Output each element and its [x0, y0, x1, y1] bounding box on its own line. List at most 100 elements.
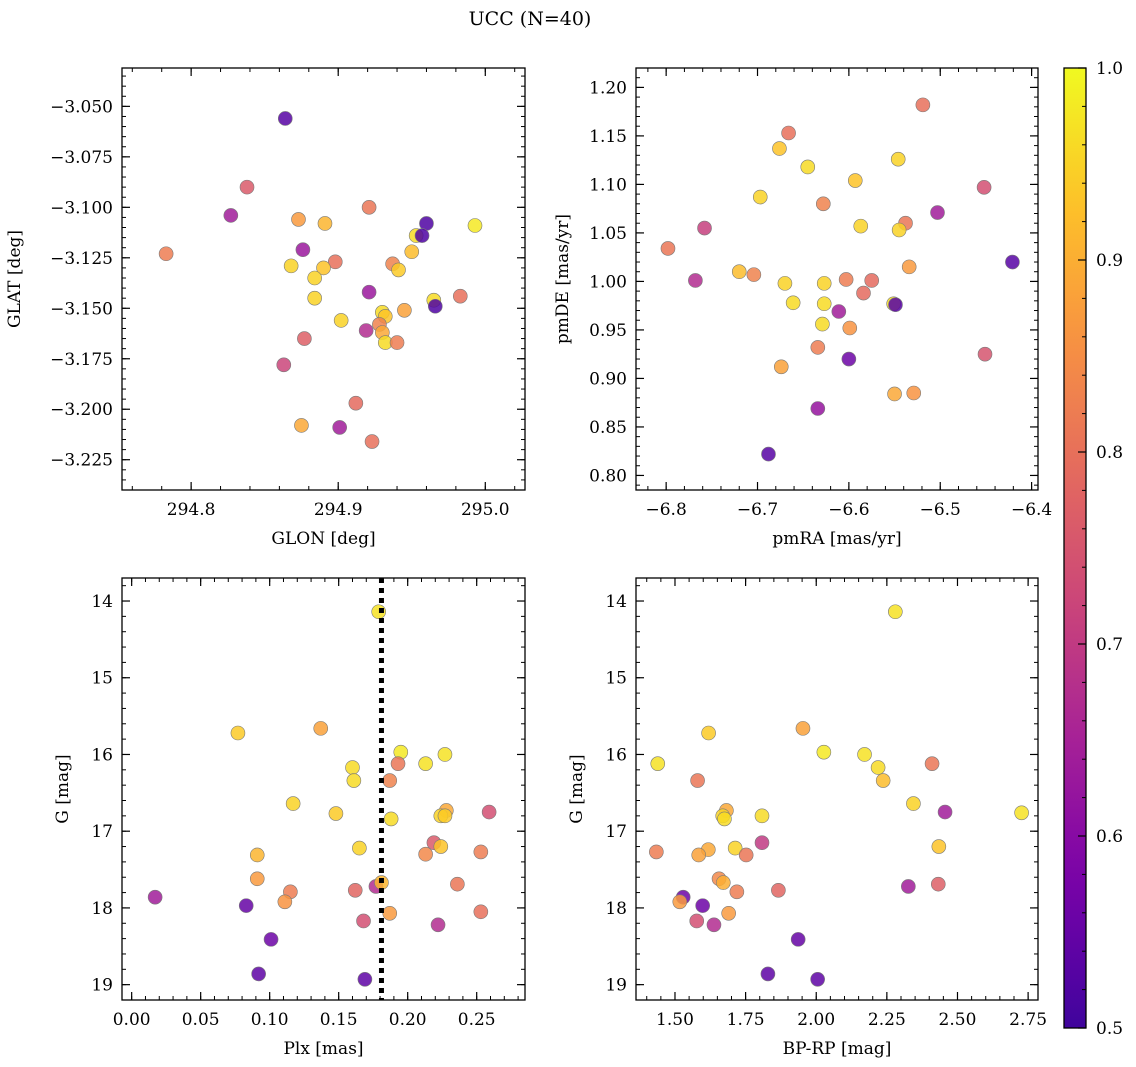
data-point [294, 418, 309, 433]
colorbar-tick-label: 0.5 [1096, 1019, 1123, 1039]
data-point [346, 773, 362, 788]
y-tick-label: −3.075 [50, 148, 113, 168]
data-point [276, 357, 292, 373]
data-point [890, 151, 906, 167]
data-point [754, 835, 770, 851]
data-point [1005, 254, 1020, 270]
data-point [473, 844, 489, 860]
data-point [389, 335, 405, 350]
data-point [382, 905, 398, 921]
x-tick-label: 0.20 [389, 1010, 427, 1030]
data-point [842, 320, 858, 336]
data-point [841, 351, 857, 367]
data-point [930, 876, 946, 892]
data-point [888, 297, 903, 313]
colorbar-tick-label: 0.7 [1096, 635, 1123, 655]
data-point [263, 932, 279, 947]
data-point [870, 760, 886, 775]
data-point [364, 434, 380, 449]
data-point [283, 258, 299, 274]
x-axis-label: Plx [mas] [283, 1039, 363, 1059]
y-tick-label: −3.175 [50, 350, 113, 370]
x-tick-label: 295.0 [461, 500, 510, 520]
y-tick-label: 1.00 [589, 272, 627, 292]
y-axis-label: pmDE [mas/yr] [553, 214, 573, 344]
data-point [450, 876, 465, 892]
data-point [810, 971, 825, 987]
data-point [390, 756, 406, 771]
data-point [689, 913, 705, 929]
data-point [721, 905, 736, 921]
y-tick-label: 14 [91, 592, 113, 612]
data-point [915, 97, 931, 113]
data-point [717, 811, 732, 827]
data-point [810, 401, 826, 416]
y-tick-label: 15 [605, 669, 627, 689]
data-point [800, 159, 816, 175]
y-tick-label: 18 [605, 899, 627, 919]
y-tick-label: 0.95 [589, 321, 627, 341]
x-tick-label: 0.10 [251, 1010, 289, 1030]
y-tick-label: 18 [91, 899, 113, 919]
colorbar-tick-label: 0.6 [1096, 827, 1123, 847]
data-point [785, 295, 801, 311]
x-tick-label: 0.05 [182, 1010, 220, 1030]
data-point [795, 721, 811, 736]
data-point [816, 296, 832, 312]
data-point [356, 913, 371, 929]
data-point [307, 290, 322, 306]
data-point [761, 446, 776, 462]
y-tick-label: 1.10 [589, 175, 627, 195]
y-tick-label: 17 [91, 822, 113, 842]
data-point [691, 847, 707, 863]
data-point [328, 806, 344, 821]
colorbar-tick-label: 0.9 [1096, 251, 1123, 271]
data-point [650, 756, 666, 771]
data-point [418, 846, 433, 862]
data-point [790, 932, 806, 947]
data-point [760, 966, 776, 982]
data-point [333, 313, 349, 328]
data-point [383, 811, 399, 827]
data-point [223, 208, 239, 223]
data-point [158, 246, 174, 262]
data-point [906, 796, 921, 811]
x-tick-label: 2.75 [1009, 1010, 1047, 1030]
data-point [649, 844, 664, 860]
data-point [931, 839, 947, 854]
data-point [357, 971, 373, 987]
data-point [772, 141, 787, 156]
y-tick-label: −3.200 [50, 400, 113, 420]
data-point [391, 262, 406, 278]
data-point [361, 284, 377, 300]
data-point [147, 889, 163, 905]
data-point [752, 189, 768, 205]
data-point [815, 196, 831, 212]
x-axis-label: BP-RP [mag] [783, 1039, 892, 1059]
y-tick-label: 15 [91, 669, 113, 689]
x-tick-label: 2.25 [868, 1010, 906, 1030]
data-point [437, 808, 453, 824]
data-point [277, 111, 293, 126]
data-point [238, 898, 254, 913]
scatter-panel-4: 1.50 1.75 2.00 2.25 2.50 2.75 14 15 16 17 18 19 BP-R… [567, 577, 1047, 1059]
scatter-panel-1: 294.8 294.9 295.0 −3.050 −3.075 −3.100 −3.125 −… [5, 67, 526, 549]
data-point [781, 125, 796, 141]
data-point [327, 254, 343, 270]
data-point [816, 276, 832, 291]
y-axis-label: GLAT [deg] [5, 230, 25, 328]
colorbar-tick-label: 0.8 [1096, 443, 1123, 463]
data-point [317, 216, 333, 231]
data-point [887, 386, 902, 402]
x-tick-label: 294.8 [167, 500, 216, 520]
data-point [924, 756, 940, 771]
data-point [249, 871, 265, 887]
data-point [976, 180, 992, 195]
data-point [706, 917, 722, 933]
x-tick-label: 0.15 [320, 1010, 358, 1030]
y-tick-label: 19 [605, 976, 627, 996]
y-axis-label: G [mag] [567, 754, 587, 823]
data-point [418, 756, 433, 771]
data-point [888, 604, 903, 620]
data-point [695, 898, 710, 913]
